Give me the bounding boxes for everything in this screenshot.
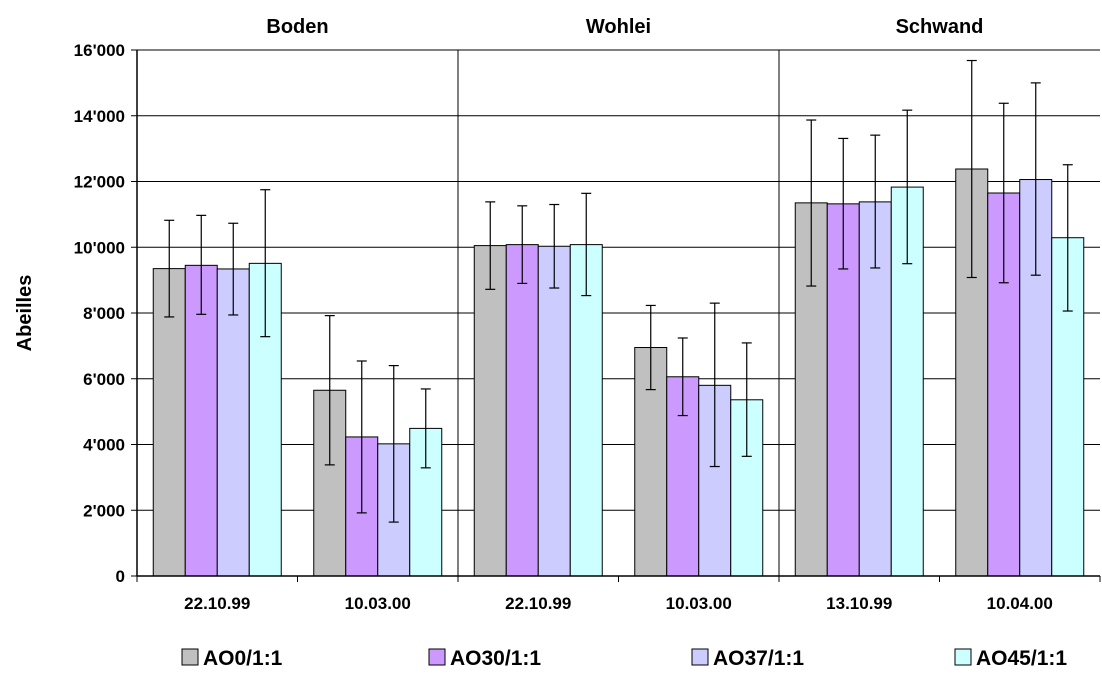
x-tick-label: 22.10.99 — [184, 594, 250, 613]
bar — [505, 244, 539, 577]
error-bar — [420, 388, 431, 469]
y-tick-label: 8'000 — [83, 304, 125, 323]
legend: AO0/1:1 AO30/1:1 AO37/1:1 AO45/1:1 — [181, 647, 1067, 670]
bar — [569, 244, 603, 577]
group-title: Wohlei — [586, 16, 651, 38]
x-tick-label: 10.03.00 — [666, 594, 732, 613]
error-bar — [709, 302, 720, 468]
error-bar — [228, 222, 239, 316]
y-tick-label: 4'000 — [83, 436, 125, 455]
y-axis-label: Abeilles — [14, 275, 36, 352]
y-tick-label: 14'000 — [74, 107, 125, 126]
error-bar — [485, 201, 496, 290]
error-bar — [806, 119, 817, 287]
y-tick-label: 12'000 — [74, 173, 125, 192]
group-separators — [457, 50, 780, 576]
y-tick-label: 2'000 — [83, 501, 125, 520]
bar — [152, 268, 186, 577]
legend-swatch — [954, 648, 972, 666]
legend-label: AO30/1:1 — [450, 647, 541, 670]
error-bar — [998, 102, 1009, 284]
x-tick-label: 22.10.99 — [505, 594, 571, 613]
group-title: Schwand — [896, 16, 984, 38]
legend-item: AO0/1:1 — [181, 647, 283, 670]
error-bar — [902, 109, 913, 265]
error-bar — [388, 365, 399, 523]
error-bar — [741, 342, 752, 457]
bars — [152, 168, 1085, 577]
y-tick-label: 10'000 — [74, 238, 125, 257]
x-tick-label: 10.04.00 — [987, 594, 1053, 613]
bar — [537, 245, 571, 577]
legend-item: AO37/1:1 — [691, 647, 804, 670]
legend-swatch — [428, 648, 446, 666]
y-tick-label: 16'000 — [74, 41, 125, 60]
error-bar — [677, 337, 688, 417]
legend-swatch — [691, 648, 709, 666]
error-bar — [870, 134, 881, 269]
y-axis-ticks: 0 2'000 4'000 6'000 8'000 10'000 12'000 14'000 1… — [74, 41, 137, 586]
legend-swatch — [181, 648, 199, 666]
x-axis-ticks: 22.10.99 10.03.00 22.10.99 10.03.00 13.10.99… — [136, 576, 1101, 613]
legend-item: AO45/1:1 — [954, 647, 1067, 670]
legend-label: AO37/1:1 — [713, 647, 804, 670]
y-gridlines — [137, 49, 1100, 577]
error-bar — [645, 304, 656, 391]
error-bar — [581, 192, 592, 297]
error-bar — [196, 214, 207, 315]
bar — [473, 245, 507, 577]
error-bar — [324, 315, 335, 466]
error-bar — [1062, 164, 1073, 312]
error-bar — [549, 203, 560, 289]
x-tick-label: 10.03.00 — [345, 594, 411, 613]
error-bar — [966, 59, 977, 279]
y-tick-label: 6'000 — [83, 370, 125, 389]
x-tick-label: 13.10.99 — [826, 594, 892, 613]
error-bar — [356, 360, 367, 514]
error-bars — [164, 59, 1073, 523]
group-titles: Boden Wohlei Schwand — [266, 16, 983, 38]
y-tick-label: 0 — [116, 567, 125, 586]
bar — [216, 268, 250, 577]
legend-item: AO30/1:1 — [428, 647, 541, 670]
error-bar — [1030, 82, 1041, 276]
error-bar — [838, 137, 849, 270]
error-bar — [260, 189, 271, 338]
group-title: Boden — [266, 16, 328, 38]
legend-label: AO45/1:1 — [976, 647, 1067, 670]
error-bar — [517, 205, 528, 285]
error-bar — [164, 219, 175, 318]
legend-label: AO0/1:1 — [203, 647, 283, 670]
